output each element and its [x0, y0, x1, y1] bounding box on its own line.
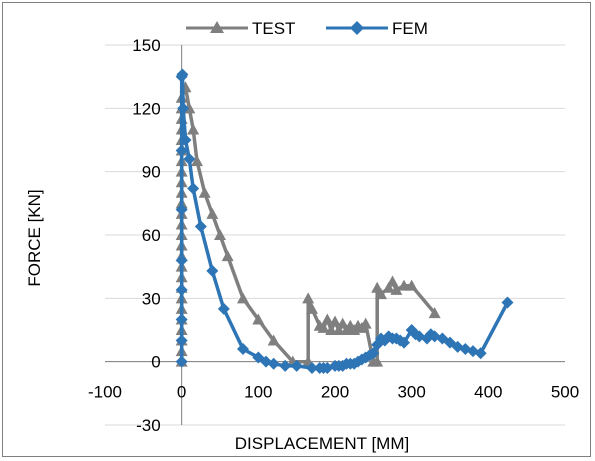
- legend-test-label: TEST: [252, 19, 295, 38]
- data-point-test: [428, 307, 441, 319]
- data-point-fem: [175, 334, 188, 347]
- data-point-fem: [306, 362, 318, 374]
- data-point-test: [191, 155, 203, 167]
- data-point-test: [198, 186, 211, 198]
- data-point-fem: [175, 203, 188, 216]
- tick-labels: -100 0 100 200 300 400 500 -30 0 30 60 90 120 150: [88, 36, 579, 435]
- data-point-fem: [194, 220, 207, 233]
- data-point-test: [306, 302, 318, 314]
- legend-test-marker: [210, 21, 224, 33]
- data-point-fem: [267, 357, 280, 370]
- data-point-test: [325, 324, 338, 335]
- x-tick-label: 300: [397, 383, 425, 402]
- data-point-test: [187, 123, 200, 135]
- data-point-test: [221, 250, 234, 262]
- data-point-fem: [175, 144, 188, 157]
- data-point-fem: [206, 264, 219, 277]
- y-tick-label: 120: [132, 99, 160, 118]
- data-point-test: [382, 281, 395, 293]
- data-point-fem: [367, 347, 380, 360]
- data-point-test: [375, 288, 387, 300]
- data-point-fem: [175, 254, 188, 267]
- data-point-fem: [183, 153, 196, 165]
- x-tick-label: 200: [321, 383, 349, 402]
- data-point-fem: [501, 296, 514, 309]
- data-point-test: [321, 313, 334, 325]
- y-tick-label: 0: [151, 353, 160, 372]
- data-point-test: [252, 313, 265, 325]
- data-point-fem: [398, 336, 410, 349]
- series-line-test: [179, 85, 437, 364]
- chart-frame: [2, 2, 591, 457]
- y-axis-title: FORCE [KN]: [25, 189, 44, 286]
- x-tick-label: -100: [88, 383, 122, 402]
- data-point-test: [267, 334, 280, 346]
- data-point-test: [329, 315, 341, 327]
- legend-fem-marker: [350, 21, 364, 35]
- data-point-test: [302, 292, 315, 304]
- x-tick-label: 0: [177, 383, 186, 402]
- data-point-fem: [179, 134, 192, 146]
- y-tick-label: 90: [142, 163, 161, 182]
- data-point-test: [206, 207, 219, 219]
- y-tick-label: 30: [142, 289, 161, 308]
- data-point-test: [317, 321, 330, 333]
- data-point-test: [386, 275, 399, 287]
- data-point-fem: [279, 359, 292, 372]
- data-point-fem: [217, 302, 230, 315]
- data-point-fem: [175, 313, 188, 326]
- data-point-test: [398, 279, 410, 291]
- series-layer: [175, 68, 514, 374]
- data-point-fem: [187, 182, 200, 195]
- legend-fem-label: FEM: [392, 19, 428, 38]
- data-point-fem: [474, 347, 487, 360]
- x-tick-label: 100: [244, 383, 272, 402]
- data-point-fem: [290, 359, 303, 372]
- data-point-test: [390, 283, 403, 295]
- data-point-fem: [177, 102, 190, 115]
- y-tick-label: 150: [132, 36, 160, 55]
- data-point-test: [237, 292, 249, 304]
- data-point-test: [332, 324, 345, 335]
- x-tick-label: 500: [551, 383, 579, 402]
- x-axis-title: DISPLACEMENT [MM]: [235, 434, 409, 453]
- data-point-fem: [175, 355, 188, 368]
- data-point-fem: [237, 343, 249, 355]
- data-point-test: [214, 229, 226, 240]
- data-point-test: [371, 355, 384, 367]
- data-point-test: [359, 317, 372, 329]
- y-tick-label: 60: [142, 226, 161, 245]
- x-tick-label: 400: [474, 383, 502, 402]
- legend: TEST FEM: [186, 19, 428, 38]
- y-tick-label: -30: [136, 416, 161, 435]
- data-point-test: [405, 279, 418, 291]
- data-point-fem: [176, 68, 189, 81]
- data-point-fem: [175, 283, 188, 296]
